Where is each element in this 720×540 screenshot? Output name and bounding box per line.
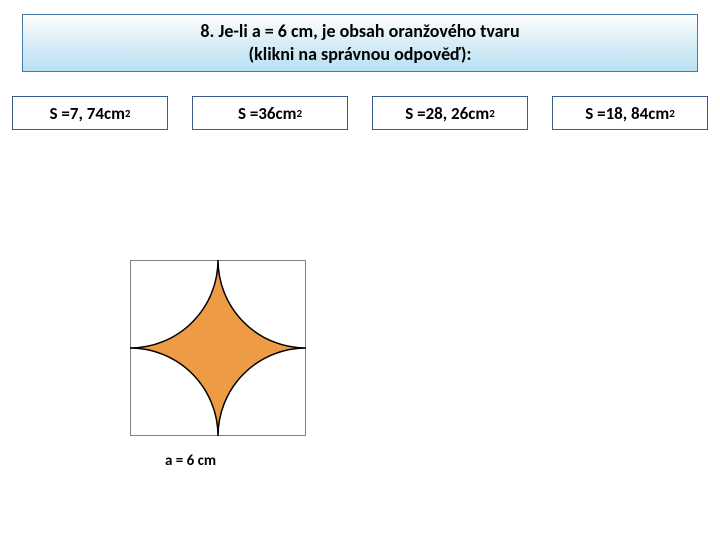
answer-value: 28, 26 xyxy=(426,103,469,124)
question-line-1: 8. Je-li a = 6 cm, je obsah oranžového t… xyxy=(200,20,519,43)
answer-prefix: S = xyxy=(585,103,605,124)
figure-side-label: a = 6 cm xyxy=(165,452,216,470)
answer-value: 7, 74 xyxy=(70,103,104,124)
answer-prefix: S = xyxy=(238,103,258,124)
answer-unit-base: cm xyxy=(104,103,125,124)
question-line-2: (klikni na správnou odpověď): xyxy=(249,43,472,66)
answer-unit-exp: 2 xyxy=(669,107,675,120)
answer-option-4[interactable]: S = 18, 84 cm2 xyxy=(552,96,708,130)
answer-unit-base: cm xyxy=(276,103,297,124)
answer-option-2[interactable]: S = 36 cm2 xyxy=(192,96,348,130)
answer-option-1[interactable]: S = 7, 74 cm2 xyxy=(12,96,168,130)
answer-unit-exp: 2 xyxy=(489,107,495,120)
figure-container xyxy=(130,260,306,436)
answer-prefix: S = xyxy=(405,103,425,124)
answer-prefix: S = xyxy=(50,103,70,124)
answer-unit-exp: 2 xyxy=(296,107,302,120)
answer-unit-base: cm xyxy=(648,103,669,124)
question-banner: 8. Je-li a = 6 cm, je obsah oranžového t… xyxy=(22,14,698,72)
answer-option-3[interactable]: S = 28, 26 cm2 xyxy=(372,96,528,130)
figure-astroid-square xyxy=(130,260,306,436)
answer-unit-exp: 2 xyxy=(125,107,131,120)
answer-value: 36 xyxy=(258,103,275,124)
answers-row: S = 7, 74 cm2 S = 36 cm2 S = 28, 26 cm2 … xyxy=(12,96,708,130)
answer-unit-base: cm xyxy=(468,103,489,124)
answer-value: 18, 84 xyxy=(606,103,649,124)
